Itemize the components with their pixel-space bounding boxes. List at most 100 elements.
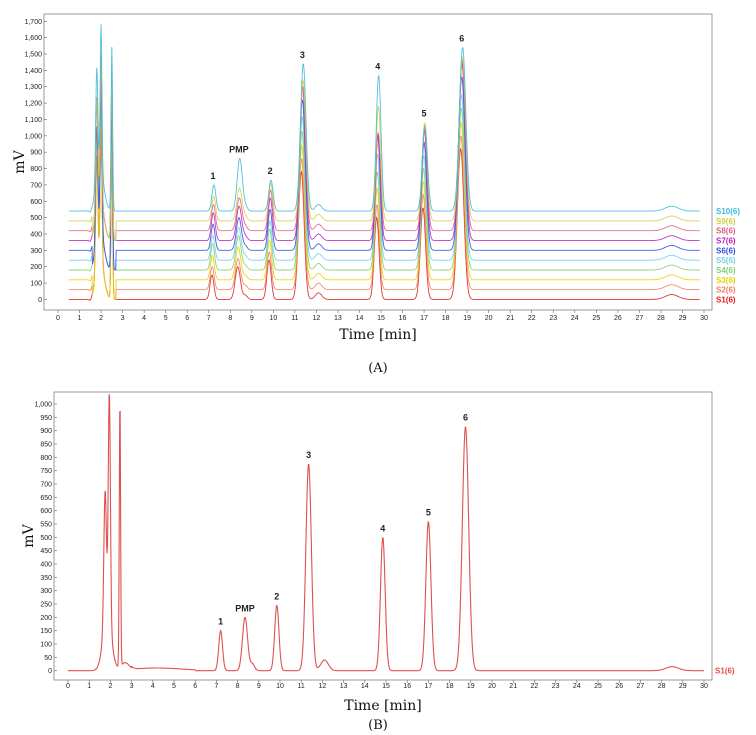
y-tick-label: 500 [40,535,52,542]
peak-label: 4 [375,61,380,71]
x-tick-label: 10 [276,683,284,690]
x-tick-label: 18 [442,315,450,322]
x-tick-label: 23 [552,683,560,690]
panel-label-a: (A) [368,361,388,376]
y-tick-label: 1,400 [24,68,42,75]
y-tick-label: 250 [40,602,52,609]
trace-line-S96 [68,53,700,241]
x-tick-label: 5 [172,683,176,690]
trace-line-S56 [68,83,700,271]
peak-label: 5 [426,507,431,517]
legend-label: S2(6) [716,286,736,295]
y-tick-label: 550 [40,522,52,529]
x-tick-label: 22 [528,315,536,322]
y-tick-label: 1,000 [24,133,42,140]
x-tick-label: 25 [594,683,602,690]
peak-label: 2 [268,166,273,176]
y-tick-label: 1,300 [24,84,42,91]
x-tick-label: 19 [463,315,471,322]
legend-label: S4(6) [716,266,736,275]
x-tick-label: 30 [700,683,708,690]
y-axis-title-a: mV [12,149,28,173]
y-tick-label: 600 [30,199,42,206]
y-tick-label: 1,100 [24,117,42,124]
y-tick-label: 1,600 [24,35,42,42]
x-tick-label: 21 [509,683,517,690]
peak-label: 3 [306,450,311,460]
x-tick-label: 26 [614,315,622,322]
x-tick-label: 18 [446,683,454,690]
y-tick-label: 0 [48,668,52,675]
panel-a-chart: 01002003004005006007008009001,0001,1001,… [12,13,740,376]
peak-label: 6 [463,413,468,423]
x-tick-label: 9 [250,315,254,322]
x-tick-label: 29 [679,315,687,322]
x-tick-label: 14 [361,683,369,690]
trace-line-S36 [68,112,700,300]
x-tick-label: 28 [658,683,666,690]
y-tick-label: 800 [30,166,42,173]
y-tick-label: 1,200 [24,101,42,108]
y-tick-label: 900 [40,428,52,435]
y-tick-label: 700 [30,182,42,189]
x-tick-label: 28 [657,315,665,322]
x-tick-label: 7 [214,683,218,690]
trace-line-S86 [68,53,700,241]
x-tick-label: 17 [420,315,428,322]
x-tick-label: 21 [506,315,514,322]
y-tick-label: 400 [40,562,52,569]
x-tick-label: 15 [377,315,385,322]
x-tick-label: 5 [164,315,168,322]
y-axis-ticks-a: 0 100 200 300 400 500 600 700 800 900 1,000 1,100 1,… [24,19,47,304]
x-tick-label: 26 [615,683,623,690]
x-tick-label: 27 [636,315,644,322]
y-tick-label: 850 [40,442,52,449]
x-tick-label: 8 [228,315,232,322]
legend-label: S10(6) [716,207,740,216]
x-tick-label: 0 [66,683,70,690]
x-tick-label: 3 [130,683,134,690]
x-tick-label: 0 [56,315,60,322]
plot-frame-a [43,13,713,311]
x-tick-label: 11 [298,683,305,690]
trace-line-S66 [68,76,700,271]
x-tick-label: 11 [291,315,298,322]
peak-label: 1 [211,171,216,181]
panel-b-chart: 0501001502002503003504004505005506006507… [21,391,735,733]
x-tick-label: 6 [193,683,197,690]
x-tick-label: 16 [403,683,411,690]
legend-label: S6(6) [716,246,736,255]
x-tick-label: 1 [87,683,91,690]
x-tick-label: 4 [142,315,146,322]
peak-label: 4 [380,523,385,533]
y-tick-label: 0 [38,297,42,304]
x-axis-title-a: Time [min] [339,327,417,343]
x-tick-label: 8 [236,683,240,690]
traces-a [68,24,700,301]
x-tick-label: 7 [207,315,211,322]
x-tick-label: 25 [592,315,600,322]
trace-line-S76 [68,53,700,242]
x-tick-label: 16 [399,315,407,322]
x-tick-label: 20 [488,683,496,690]
panel-label-b: (B) [368,718,388,733]
legend-label: S1(6) [715,667,735,676]
y-tick-label: 200 [30,264,42,271]
y-tick-label: 650 [40,495,52,502]
y-tick-label: 400 [30,232,42,239]
x-tick-label: 4 [151,683,155,690]
y-tick-label: 800 [40,455,52,462]
peak-label: 6 [459,33,464,43]
y-tick-label: 750 [40,468,52,475]
y-axis-title-b: mV [21,523,37,547]
x-tick-label: 20 [485,315,493,322]
x-tick-label: 14 [356,315,364,322]
peak-label: 1 [218,617,223,627]
y-tick-label: 500 [30,215,42,222]
traces-b [68,394,704,672]
x-tick-label: 6 [185,315,189,322]
x-tick-label: 24 [571,315,579,322]
x-tick-label: 19 [467,683,475,690]
y-tick-label: 450 [40,548,52,555]
x-tick-label: 2 [99,315,103,322]
